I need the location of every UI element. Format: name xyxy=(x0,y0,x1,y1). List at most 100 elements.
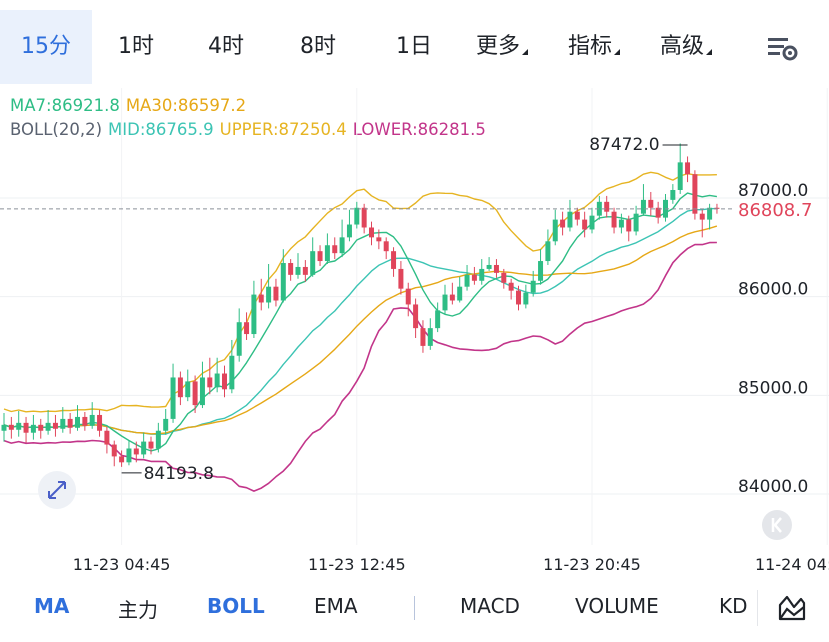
indicator-boll[interactable]: BOLL xyxy=(207,594,265,618)
candle-body xyxy=(479,268,485,281)
candle-body xyxy=(589,215,595,230)
indicator-macd[interactable]: MACD xyxy=(460,594,520,618)
candle-body xyxy=(258,294,264,303)
candle-body xyxy=(346,224,352,238)
tab-label: 指标 xyxy=(568,34,613,59)
y-tick-label: 87000.0 xyxy=(738,181,808,201)
tab-label: 15分 xyxy=(21,34,71,59)
indicator-ema[interactable]: EMA xyxy=(314,594,358,618)
candle-body xyxy=(523,292,529,305)
candle-body xyxy=(1,424,7,431)
candle-body xyxy=(670,190,676,200)
indicator-legend: MA7:86921.8 MA30:86597.2 BOLL(20,2) MID:86… xyxy=(10,94,492,142)
boll-mid-line xyxy=(3,207,717,435)
candle-body xyxy=(324,245,330,262)
candle-body xyxy=(38,424,44,431)
tab-label: 高级 xyxy=(660,34,705,59)
legend-ma7: MA7:86921.8 xyxy=(10,96,120,115)
candle-body xyxy=(199,377,205,406)
candle-body xyxy=(361,207,367,228)
candle-body xyxy=(493,264,499,273)
candle-body xyxy=(435,310,441,329)
low-price-label: 84193.8 xyxy=(144,464,214,484)
candle-body xyxy=(23,422,29,433)
tab-7[interactable]: 高级 xyxy=(660,10,730,84)
candle-body xyxy=(376,237,382,242)
candle-body xyxy=(229,355,235,390)
candle-body xyxy=(141,441,147,455)
candle-body xyxy=(288,263,294,275)
expand-icon xyxy=(48,481,66,499)
candle-body xyxy=(648,199,654,208)
candle-body xyxy=(16,422,22,430)
current-price-label: 86808.7 xyxy=(738,200,812,221)
candle-body xyxy=(192,381,198,406)
tab-label: 4时 xyxy=(208,34,244,59)
candle-body xyxy=(618,219,624,228)
indicator-volume[interactable]: VOLUME xyxy=(575,594,659,618)
candle-body xyxy=(273,286,279,301)
indicator-separator xyxy=(757,590,758,626)
candle-body xyxy=(207,377,213,388)
candle-body xyxy=(391,251,397,269)
tab-6[interactable]: 指标 xyxy=(568,10,638,84)
candle-body xyxy=(530,280,536,293)
line-chart-icon[interactable] xyxy=(777,593,807,623)
candle-body xyxy=(699,213,705,220)
candle-body xyxy=(545,241,551,262)
candle-body xyxy=(163,418,169,431)
ma7-line xyxy=(3,192,718,452)
candle-body xyxy=(251,294,257,335)
candle-body xyxy=(413,304,419,329)
legend-ma30: MA30:86597.2 xyxy=(125,96,247,115)
tab-1[interactable]: 1时 xyxy=(118,10,178,84)
candle-body xyxy=(244,322,250,335)
candle-body xyxy=(508,282,514,291)
ma30-line xyxy=(3,225,718,435)
x-tick-label: 11-23 20:45 xyxy=(543,555,641,574)
tab-5[interactable]: 更多 xyxy=(476,10,546,84)
candle-body xyxy=(538,261,544,281)
candle-body xyxy=(75,416,80,428)
candle-body xyxy=(185,381,191,398)
candle-body xyxy=(582,219,588,230)
x-tick-label: 11-23 12:45 xyxy=(308,555,406,574)
candle-body xyxy=(82,416,88,426)
candle-body xyxy=(655,207,661,218)
candle-body xyxy=(60,418,66,429)
candle-body xyxy=(354,207,360,225)
caret-down-icon xyxy=(706,49,713,55)
candle-body xyxy=(30,424,36,433)
indicator-ma[interactable]: MA xyxy=(34,594,70,618)
scroll-latest-button[interactable] xyxy=(762,510,792,540)
candle-body xyxy=(714,207,720,209)
candle-body xyxy=(633,213,639,232)
tab-0[interactable]: 15分 xyxy=(0,10,92,84)
tab-4[interactable]: 1日 xyxy=(396,10,456,84)
legend-upper: UPPER:87250.4 xyxy=(219,120,347,139)
boll-lower-line xyxy=(3,241,717,492)
candle-body xyxy=(104,430,110,445)
candle-body xyxy=(457,286,463,301)
candle-body xyxy=(611,211,617,228)
tab-2[interactable]: 4时 xyxy=(208,10,268,84)
candle-body xyxy=(52,422,58,429)
candle-body xyxy=(236,322,242,356)
candle-body xyxy=(89,414,95,426)
candle-body xyxy=(302,266,308,275)
candle-body xyxy=(295,266,301,275)
chart-settings-icon[interactable] xyxy=(765,32,799,62)
candle-body xyxy=(339,237,345,254)
indicator-kd[interactable]: KD xyxy=(719,594,748,618)
tab-label: 1时 xyxy=(118,34,154,59)
indicator-主力[interactable]: 主力 xyxy=(118,598,158,622)
candle-body xyxy=(383,241,389,252)
tab-label: 8时 xyxy=(300,34,336,59)
legend-lower: LOWER:86281.5 xyxy=(352,120,486,139)
candle-body xyxy=(442,294,448,311)
tab-label: 1日 xyxy=(396,34,432,59)
candle-body xyxy=(266,286,272,303)
caret-down-icon xyxy=(614,49,621,55)
tab-3[interactable]: 8时 xyxy=(300,10,360,84)
